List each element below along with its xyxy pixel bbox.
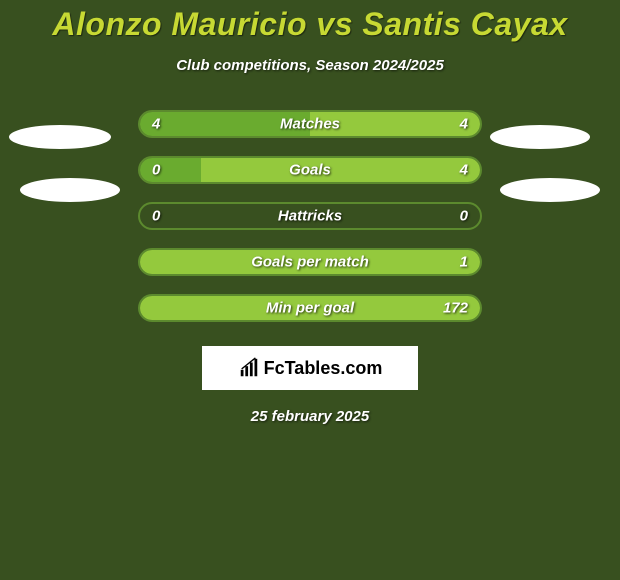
stat-value-right: 0 <box>460 208 468 225</box>
crest-placeholder <box>20 178 120 202</box>
site-logo: FcTables.com <box>202 346 418 390</box>
chart-icon <box>238 357 260 379</box>
date-text: 25 february 2025 <box>251 408 369 425</box>
stat-row: Min per goal 172 <box>0 294 620 322</box>
stat-row: Hattricks 0 0 <box>0 202 620 230</box>
stat-label: Goals per match <box>251 254 369 271</box>
stat-label: Min per goal <box>266 300 354 317</box>
crest-placeholder <box>500 178 600 202</box>
stat-value-right: 1 <box>460 254 468 271</box>
stat-row: Goals per match 1 <box>0 248 620 276</box>
page-title: Alonzo Mauricio vs Santis Cayax <box>52 6 567 43</box>
stat-bar: Hattricks 0 0 <box>138 202 482 230</box>
stat-label: Matches <box>280 116 340 133</box>
stat-label: Goals <box>289 162 331 179</box>
stat-value-left: 4 <box>152 116 160 133</box>
stat-bar: Goals per match 1 <box>138 248 482 276</box>
stat-bar: Matches 4 4 <box>138 110 482 138</box>
crest-placeholder <box>490 125 590 149</box>
stat-label: Hattricks <box>278 208 342 225</box>
stat-value-left: 0 <box>152 208 160 225</box>
bar-fill-left <box>140 158 201 182</box>
bar-fill-right <box>201 158 480 182</box>
subtitle: Club competitions, Season 2024/2025 <box>176 57 444 74</box>
container: Alonzo Mauricio vs Santis Cayax Club com… <box>0 0 620 580</box>
stat-bar: Min per goal 172 <box>138 294 482 322</box>
stat-bar: Goals 0 4 <box>138 156 482 184</box>
stat-value-right: 4 <box>460 116 468 133</box>
stat-value-left: 0 <box>152 162 160 179</box>
crest-placeholder <box>9 125 111 149</box>
stat-value-right: 4 <box>460 162 468 179</box>
logo-text: FcTables.com <box>264 358 383 379</box>
stat-value-right: 172 <box>443 300 468 317</box>
